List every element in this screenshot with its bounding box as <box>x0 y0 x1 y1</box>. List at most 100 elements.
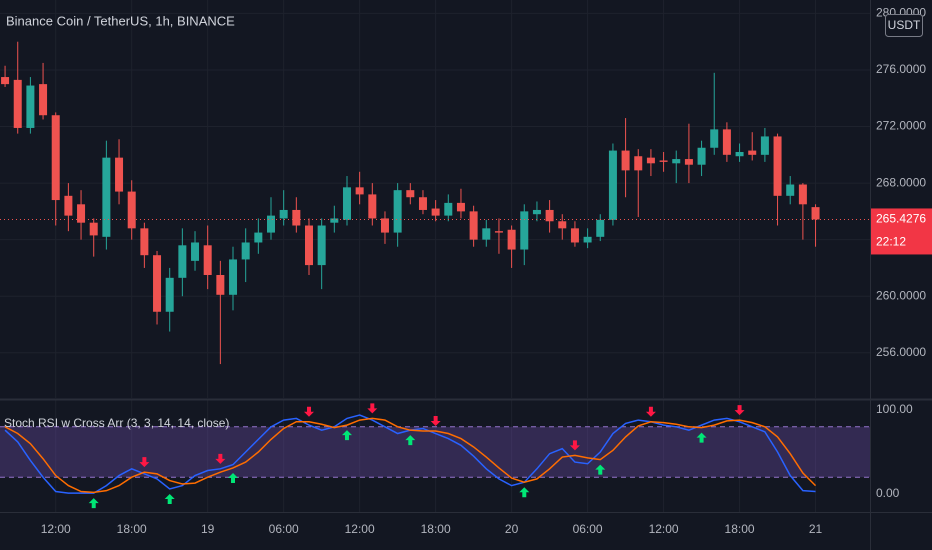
candle-body <box>532 209 541 215</box>
x-tick-label: 12:00 <box>345 522 375 536</box>
x-tick-label: 19 <box>201 522 215 536</box>
grid <box>0 0 870 512</box>
cross-down-arrow <box>645 406 656 417</box>
y-tick-label: 256.0000 <box>876 345 926 359</box>
x-tick-label: 12:00 <box>649 522 679 536</box>
y-tick-label: 260.0000 <box>876 288 926 302</box>
candle-body <box>241 242 250 260</box>
cross-up-arrow <box>519 487 530 498</box>
candle-body <box>165 277 174 312</box>
x-tick-label: 06:00 <box>269 522 299 536</box>
candle-body <box>203 245 212 275</box>
candle-body <box>77 204 86 223</box>
candle-body <box>456 202 465 212</box>
candle-body <box>317 225 326 266</box>
candle-body <box>507 229 516 250</box>
x-tick-label: 12:00 <box>41 522 71 536</box>
cross-down-arrow <box>734 405 745 416</box>
y-tick-label: 268.0000 <box>876 175 926 189</box>
candle-body <box>292 209 301 226</box>
candle-body <box>229 259 238 295</box>
stoch-line <box>4 417 817 494</box>
candle-body <box>710 129 719 148</box>
candle-body <box>64 195 73 216</box>
last-price-label: 265.4276 <box>876 212 926 226</box>
cross-up-arrow <box>595 464 606 475</box>
candle-body <box>786 184 795 196</box>
candle-body <box>216 274 225 295</box>
candle-body <box>406 190 415 198</box>
y-tick-label: 100.00 <box>876 402 913 416</box>
candle-body <box>646 157 655 164</box>
cross-down-arrow <box>367 403 378 414</box>
candle-body <box>608 150 617 220</box>
indicator-title: Stoch RSI w Cross Arr (3, 3, 14, 14, clo… <box>4 416 229 430</box>
candle-body <box>811 207 820 220</box>
chart-title: Binance Coin / TetherUS, 1h, BINANCE <box>6 13 235 28</box>
candle-body <box>140 228 149 256</box>
candle-body <box>482 228 491 240</box>
cross-up-arrow <box>228 472 239 483</box>
candle-body <box>773 136 782 196</box>
candle-body <box>355 187 364 195</box>
candle-body <box>89 222 98 236</box>
candle-body <box>191 242 200 261</box>
plot <box>0 41 870 509</box>
candle-body <box>659 160 668 162</box>
candle-body <box>735 151 744 157</box>
cross-up-arrow <box>405 435 416 446</box>
cross-up-arrow <box>696 432 707 443</box>
candle-body <box>393 190 402 233</box>
candle-body <box>583 236 592 243</box>
candle-body <box>621 150 630 171</box>
cross-up-arrow <box>88 498 99 509</box>
candle-body <box>267 215 276 233</box>
candle-body <box>722 129 731 155</box>
candle-body <box>51 115 60 201</box>
candle-body <box>672 159 681 164</box>
countdown-label: 22:12 <box>876 235 906 249</box>
candle-body <box>330 218 339 223</box>
candle-body <box>570 228 579 243</box>
candle-body <box>634 156 643 171</box>
cross-up-arrow <box>164 493 175 504</box>
candle-body <box>431 208 440 216</box>
candle-body <box>127 191 136 229</box>
x-tick-label: 06:00 <box>573 522 603 536</box>
candle-body <box>697 147 706 165</box>
x-tick-label: 18:00 <box>117 522 147 536</box>
candle-body <box>545 209 554 222</box>
candle-body <box>26 85 35 128</box>
candle-body <box>494 231 503 233</box>
y-tick-label: 0.00 <box>876 486 900 500</box>
candle-body <box>254 232 263 243</box>
candle-body <box>115 157 124 192</box>
cross-down-arrow <box>569 440 580 451</box>
cross-down-arrow <box>215 453 226 464</box>
candle-body <box>1 77 10 85</box>
last-price-box <box>871 208 932 255</box>
candle-body <box>178 245 187 278</box>
candle-body <box>760 136 769 155</box>
x-tick-label: 18:00 <box>725 522 755 536</box>
candle-body <box>520 211 529 250</box>
candle-body <box>748 150 757 155</box>
candle-body <box>342 187 351 220</box>
candle-body <box>684 159 693 165</box>
candle-body <box>558 221 567 229</box>
candle-body <box>798 184 807 205</box>
candle-body <box>13 79 22 128</box>
candle-body <box>380 218 389 233</box>
currency-label: USDT <box>888 18 921 32</box>
currency-badge[interactable] <box>885 14 923 37</box>
x-tick-label: 21 <box>809 522 823 536</box>
candle-body <box>304 225 313 266</box>
cross-up-arrow <box>341 430 352 441</box>
cross-down-arrow <box>139 457 150 468</box>
candle-body <box>596 219 605 237</box>
candle-body <box>39 84 48 116</box>
candle-body <box>153 255 162 312</box>
y-tick-label: 276.0000 <box>876 62 926 76</box>
